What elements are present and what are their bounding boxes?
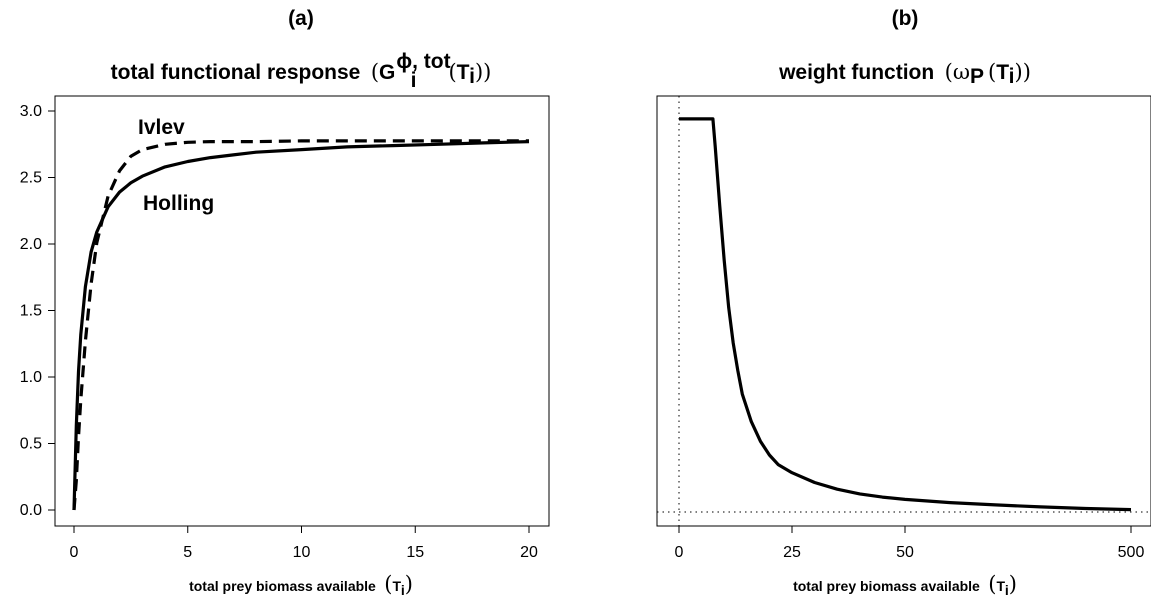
panel-b-title-arg: T — [996, 61, 1009, 84]
panel-a-label: (a) — [288, 7, 314, 30]
panel-a-title-symbol: G — [379, 61, 395, 84]
ivlev-label: Ivlev — [138, 116, 185, 139]
panel-b-x-tick-label: 0 — [675, 544, 684, 561]
panel-b-title-symbol: ω — [953, 60, 970, 84]
panel-a-title-sup: ϕ, tot — [396, 50, 450, 73]
panel-b-x-label: total prey biomass available (Ti) — [793, 572, 1017, 598]
panel-b-title-open: ( — [945, 60, 953, 84]
panel-b: (b) weight function (ωP (Ti)) 0 25 50 500 to… — [656, 7, 1151, 598]
panel-a-title-open: ( — [371, 60, 379, 84]
panel-a-y-tick-label: 2.5 — [20, 170, 42, 187]
panel-a: (a) total functional response (Gϕ, tot i(… — [20, 7, 550, 598]
panel-b-title-text: weight function — [778, 61, 934, 84]
panel-a-plot-frame — [54, 95, 550, 527]
panel-a-x-label-close: ) — [405, 572, 413, 596]
panel-a-y-tick-label: 0.0 — [20, 502, 42, 519]
panel-b-title-arg-sub: i — [1009, 65, 1015, 88]
panel-b-x-label-open: ( — [988, 572, 996, 596]
panel-b-x-tick-label: 25 — [783, 544, 801, 561]
panel-a-title-open2: ( — [448, 60, 456, 84]
panel-a-x-tick-label: 5 — [183, 544, 192, 561]
panel-b-x-label-sub: i — [1005, 582, 1009, 598]
panel-a-y-tick-label: 1.5 — [20, 303, 42, 320]
panel-b-title-open2: ( — [988, 60, 996, 84]
panel-a-series — [72, 139, 530, 511]
holling-label: Holling — [143, 192, 214, 215]
panel-a-y-tick-label: 0.5 — [20, 436, 42, 453]
panel-a-title-close: ) — [475, 60, 483, 84]
series-line-weight — [679, 117, 1132, 512]
panel-b-x-label-symbol: T — [997, 578, 1006, 594]
panel-b-x-tick-label: 500 — [1118, 544, 1145, 561]
panel-a-x-tick-label: 15 — [406, 544, 424, 561]
panel-a-x-label-open: ( — [384, 572, 392, 596]
panel-a-x-axis: 0 5 10 15 20 — [70, 526, 538, 561]
panel-a-y-axis: 0.0 0.5 1.0 1.5 2.0 2.5 3.0 — [20, 103, 56, 519]
panel-b-reference-lines — [657, 96, 1151, 526]
panel-b-title-close2: ) — [1023, 60, 1031, 84]
panel-b-x-label-text: total prey biomass available — [793, 578, 980, 594]
panel-a-title-close2: ) — [483, 60, 491, 84]
panel-a-x-label: total prey biomass available (Ti) — [189, 572, 413, 598]
panel-a-title-sub: i — [411, 69, 417, 92]
panel-a-y-tick-label: 3.0 — [20, 103, 42, 120]
panel-b-x-axis: 0 25 50 500 — [675, 526, 1145, 561]
panel-a-x-tick-label: 20 — [520, 544, 538, 561]
panel-a-title-arg: T — [457, 61, 470, 84]
panel-b-label: (b) — [892, 7, 919, 30]
panel-b-x-label-close: ) — [1009, 572, 1017, 596]
panel-b-x-tick-label: 50 — [896, 544, 914, 561]
panel-b-series — [679, 117, 1132, 512]
series-line-ivlev — [72, 139, 529, 511]
panel-b-title-sub: P — [970, 65, 984, 88]
series-line-holling — [72, 140, 530, 511]
panel-a-x-tick-label: 10 — [293, 544, 311, 561]
panel-a-y-tick-label: 2.0 — [20, 236, 42, 253]
panel-a-x-label-symbol: T — [393, 578, 402, 594]
panel-a-y-tick-label: 1.0 — [20, 369, 42, 386]
panel-a-x-label-sub: i — [401, 582, 405, 598]
panel-a-title: total functional response (Gϕ, tot i (Ti)) — [111, 50, 492, 92]
panel-b-plot-frame — [656, 95, 1151, 527]
panel-a-title-arg-sub: i — [469, 65, 475, 88]
panel-b-title-close: ) — [1015, 60, 1023, 84]
panel-a-title-text: total functional response — [111, 61, 361, 84]
panel-b-title: weight function (ωP (Ti)) — [778, 60, 1031, 88]
panel-a-x-tick-label: 0 — [70, 544, 79, 561]
panel-a-x-label-text: total prey biomass available — [189, 578, 376, 594]
